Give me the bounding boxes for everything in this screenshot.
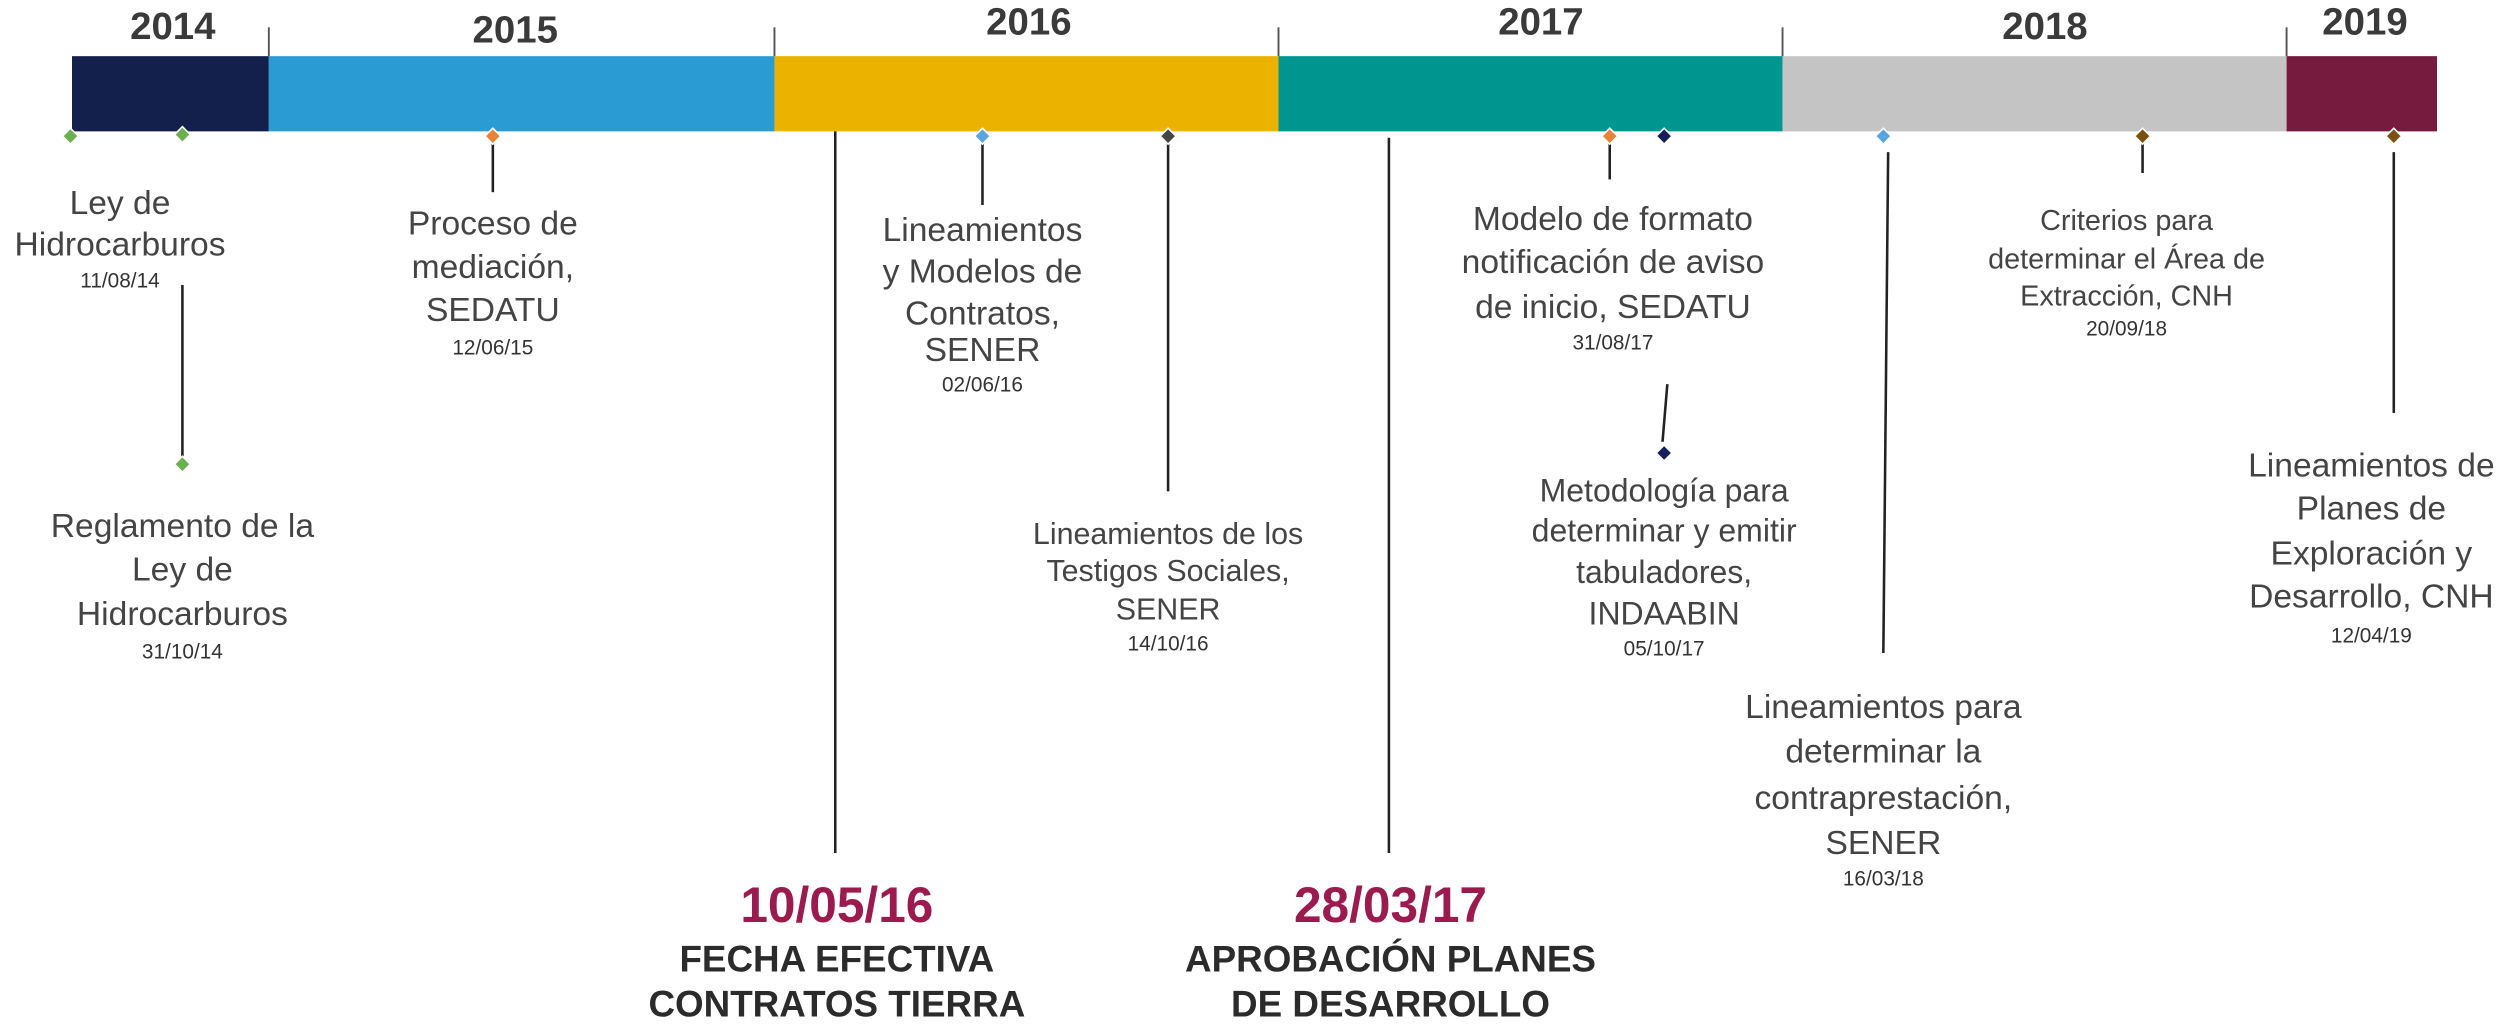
event-text: tabuladores,: [1576, 554, 1752, 590]
year-label: 2018: [2002, 5, 2087, 48]
event-text: Contratos,: [905, 295, 1060, 332]
event-text: determinar y emitir: [1532, 512, 1797, 548]
event-date: 05/10/17: [1624, 637, 1705, 660]
year-label: 2016: [986, 0, 1071, 43]
event-text: Modelo de formato: [1473, 201, 1753, 238]
event-date: 11/08/14: [80, 269, 159, 292]
event-date: 31/10/14: [142, 641, 223, 664]
year-segment: [72, 56, 269, 132]
event-text: determinar la: [1785, 734, 1981, 771]
year-label: 2015: [473, 8, 558, 51]
connector: [1882, 152, 1890, 654]
event-date: 12/06/15: [452, 336, 533, 359]
year-segment: [268, 56, 775, 132]
year-segment: [1782, 56, 2287, 132]
event-text: Hidrocarburos: [15, 226, 226, 263]
event-text: Lineamientos para: [1745, 689, 2022, 726]
connector: [1661, 384, 1669, 442]
event-text: Hidrocarburos: [77, 596, 288, 633]
year-segment: [774, 56, 1279, 132]
event-text: INDAABIN: [1589, 596, 1740, 632]
event-text: determinar el Área de: [1988, 243, 2265, 276]
marker: [1600, 127, 1619, 146]
event-text: notificación de aviso: [1462, 244, 1765, 281]
event-text: SENER: [1825, 825, 1941, 862]
event-text: Desarrollo, CNH: [2249, 578, 2494, 615]
highlight-text: APROBACIÓN PLANES: [1185, 938, 1596, 980]
marker: [2384, 127, 2403, 146]
marker: [61, 127, 80, 146]
event-text: Lineamientos de los: [1033, 517, 1303, 551]
highlight-date: 28/03/17: [1294, 877, 1487, 933]
year-label: 2014: [130, 5, 216, 48]
event-text: Exploración y: [2271, 535, 2473, 572]
event-text: Planes de: [2297, 490, 2446, 527]
marker: [973, 127, 992, 146]
event-text: Testigos Sociales,: [1046, 554, 1289, 588]
marker: [173, 455, 192, 474]
event-text: SENER: [1116, 592, 1221, 626]
event-text: Lineamientos de: [2248, 447, 2495, 484]
event-text: de inicio, SEDATU: [1475, 289, 1751, 326]
year-label: 2017: [1498, 0, 1583, 43]
event-text: Proceso de: [408, 206, 578, 243]
highlight-text: CONTRATOS TIERRA: [648, 983, 1025, 1024]
year-segment: [1278, 56, 1783, 132]
marker: [1655, 127, 1674, 146]
event-text: Ley de: [70, 185, 171, 222]
highlight-text: FECHA EFECTIVA: [679, 939, 994, 980]
event-text: y Modelos de: [883, 254, 1083, 291]
event-text: SEDATU: [426, 292, 560, 329]
year-segment: [2286, 56, 2437, 132]
event-text: mediación,: [412, 249, 574, 286]
event-text: contraprestación,: [1754, 780, 2012, 817]
event-text: SENER: [925, 332, 1041, 369]
event-text: Reglamento de la: [51, 508, 315, 545]
event-text: Extracción, CNH: [2020, 280, 2233, 312]
event-date: 14/10/16: [1128, 633, 1209, 656]
marker: [1159, 127, 1178, 146]
highlight-date: 10/05/16: [740, 877, 933, 933]
highlight-text: DE DESARROLLO: [1231, 983, 1550, 1024]
year-label: 2019: [2322, 0, 2407, 43]
event-text: Ley de: [132, 551, 233, 588]
event-text: Lineamientos: [883, 212, 1083, 249]
event-date: 31/08/17: [1572, 332, 1653, 355]
event-date: 12/04/19: [2331, 625, 2412, 648]
event-date: 16/03/18: [1843, 868, 1924, 891]
event-text: Criterios para: [2040, 205, 2214, 237]
marker: [1874, 127, 1893, 146]
marker: [2133, 127, 2152, 146]
marker: [1655, 443, 1674, 463]
marker: [173, 125, 192, 144]
marker: [483, 127, 502, 146]
event-date: 02/06/16: [942, 373, 1023, 396]
event-text: Metodología para: [1540, 472, 1789, 508]
event-date: 20/09/18: [2086, 317, 2167, 340]
